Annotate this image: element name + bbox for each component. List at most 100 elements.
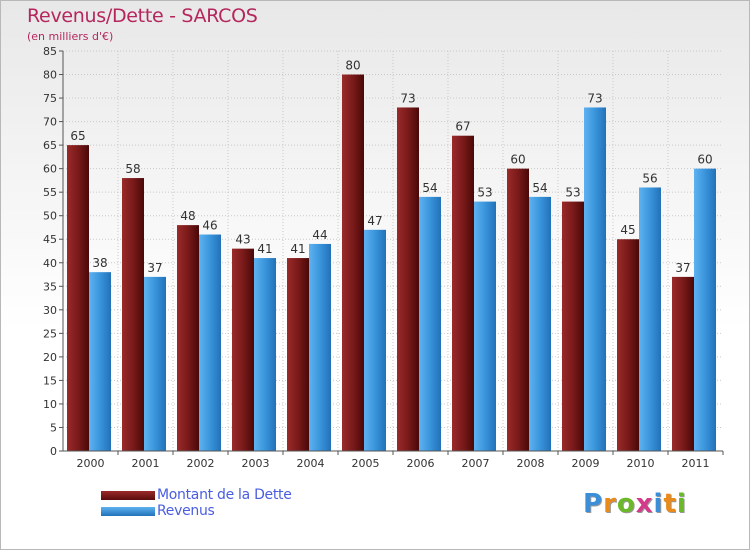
x-tick-label-2004: 2004 bbox=[297, 457, 325, 470]
y-tick-label-20: 20 bbox=[43, 351, 57, 364]
data-label-revenue-2001: 37 bbox=[147, 261, 162, 275]
axes bbox=[59, 50, 724, 455]
x-tick-label-2000: 2000 bbox=[77, 457, 105, 470]
y-tick-label-45: 45 bbox=[43, 233, 57, 246]
data-label-debt-2001: 58 bbox=[125, 162, 140, 176]
bar-revenue-2003 bbox=[254, 258, 276, 451]
y-tick-label-25: 25 bbox=[43, 327, 57, 340]
legend-item-revenue: Revenus bbox=[101, 503, 292, 519]
x-tick-label-2006: 2006 bbox=[407, 457, 435, 470]
data-label-revenue-2010: 56 bbox=[642, 171, 657, 185]
y-tick-label-55: 55 bbox=[43, 186, 57, 199]
logo-letter: i bbox=[676, 489, 687, 519]
y-tick-label-5: 5 bbox=[50, 421, 57, 434]
y-tick-label-75: 75 bbox=[43, 92, 57, 105]
data-label-debt-2007: 67 bbox=[455, 120, 470, 134]
y-tick-label-70: 70 bbox=[43, 116, 57, 129]
y-tick-label-50: 50 bbox=[43, 210, 57, 223]
legend-item-debt: Montant de la Dette bbox=[101, 487, 292, 503]
y-tick-label-15: 15 bbox=[43, 374, 57, 387]
y-tick-label-80: 80 bbox=[43, 69, 57, 82]
chart-subtitle: (en milliers d'€) bbox=[27, 30, 114, 43]
bar-revenue-2005 bbox=[364, 229, 386, 451]
bar-revenue-2009 bbox=[584, 107, 606, 452]
bar-debt-2007 bbox=[452, 135, 474, 452]
logo-letter: i bbox=[653, 489, 664, 519]
legend-label-revenue: Revenus bbox=[157, 503, 215, 519]
y-tick-label-85: 85 bbox=[43, 45, 57, 58]
chart-title: Revenus/Dette - SARCOS bbox=[27, 5, 258, 27]
bar-debt-2006 bbox=[397, 107, 419, 452]
data-label-debt-2008: 60 bbox=[510, 153, 525, 167]
bar-debt-2005 bbox=[342, 74, 364, 451]
data-label-revenue-2002: 46 bbox=[202, 219, 217, 233]
x-tick-label-2007: 2007 bbox=[462, 457, 490, 470]
x-tick-label-2005: 2005 bbox=[352, 457, 380, 470]
data-label-debt-2005: 80 bbox=[345, 59, 360, 73]
y-tick-label-35: 35 bbox=[43, 280, 57, 293]
bar-revenue-2011 bbox=[694, 168, 716, 451]
legend-label-debt: Montant de la Dette bbox=[157, 487, 292, 503]
bar-debt-2003 bbox=[232, 248, 254, 451]
logo-letter: o bbox=[616, 489, 636, 519]
x-tick-label-2008: 2008 bbox=[517, 457, 545, 470]
data-label-revenue-2011: 60 bbox=[697, 153, 712, 167]
data-label-debt-2002: 48 bbox=[180, 209, 195, 223]
x-tick-label-2011: 2011 bbox=[682, 457, 710, 470]
bar-revenue-2004 bbox=[309, 243, 331, 451]
bar-revenue-2001 bbox=[144, 276, 166, 451]
legend-swatch-debt bbox=[101, 490, 155, 500]
y-tick-label-60: 60 bbox=[43, 163, 57, 176]
bar-revenue-2007 bbox=[474, 201, 496, 451]
bar-revenue-2006 bbox=[419, 196, 441, 451]
data-label-revenue-2004: 44 bbox=[312, 228, 327, 242]
y-tick-label-10: 10 bbox=[43, 398, 57, 411]
bar-revenue-2010 bbox=[639, 187, 661, 451]
logo-letter: r bbox=[603, 489, 617, 519]
logo-letter: x bbox=[635, 489, 654, 519]
x-tick-label-2009: 2009 bbox=[572, 457, 600, 470]
data-label-debt-2010: 45 bbox=[620, 223, 635, 237]
proxiti-logo: Proxiti bbox=[583, 489, 687, 519]
y-tick-label-0: 0 bbox=[50, 445, 57, 458]
data-label-revenue-2008: 54 bbox=[532, 181, 547, 195]
y-tick-label-40: 40 bbox=[43, 257, 57, 270]
data-label-debt-2009: 53 bbox=[565, 186, 580, 200]
x-tick-label-2002: 2002 bbox=[187, 457, 215, 470]
data-label-debt-2000: 65 bbox=[70, 129, 85, 143]
data-labels: 65 38 58 37 48 46 43 41 41 44 80 47 73 54 67 53 60 54 53 73… bbox=[70, 59, 712, 275]
bar-debt-2000 bbox=[67, 145, 89, 451]
bar-debt-2002 bbox=[177, 225, 199, 451]
y-tick-label-65: 65 bbox=[43, 139, 57, 152]
data-label-revenue-2009: 73 bbox=[587, 91, 602, 105]
data-label-revenue-2005: 47 bbox=[367, 214, 382, 228]
bar-debt-2009 bbox=[562, 201, 584, 451]
y-tick-labels: 0 5 10 15 20 25 30 35 40 45 50 55 60 65 70 75 80 85 bbox=[43, 45, 57, 458]
bars bbox=[67, 74, 716, 452]
bar-debt-2001 bbox=[122, 178, 144, 451]
legend: Montant de la Dette Revenus bbox=[101, 487, 292, 519]
bar-debt-2011 bbox=[672, 276, 694, 451]
data-label-debt-2004: 41 bbox=[290, 242, 305, 256]
logo-letter: t bbox=[663, 489, 677, 519]
bar-debt-2008 bbox=[507, 168, 529, 451]
x-tick-labels: 2000 2001 2002 2003 2004 2005 2006 2007 2008 2009… bbox=[77, 457, 710, 470]
data-label-debt-2003: 43 bbox=[235, 233, 250, 247]
grid-lines bbox=[63, 50, 723, 452]
bar-debt-2004 bbox=[287, 258, 309, 451]
data-label-debt-2011: 37 bbox=[675, 261, 690, 275]
bar-revenue-2002 bbox=[199, 234, 221, 451]
data-label-debt-2006: 73 bbox=[400, 91, 415, 105]
data-label-revenue-2007: 53 bbox=[477, 186, 492, 200]
x-tick-label-2001: 2001 bbox=[132, 457, 160, 470]
x-tick-label-2003: 2003 bbox=[242, 457, 270, 470]
bar-revenue-2000 bbox=[89, 272, 111, 451]
logo-letter: P bbox=[583, 489, 604, 519]
legend-swatch-revenue bbox=[101, 506, 155, 516]
bar-debt-2010 bbox=[617, 239, 639, 451]
data-label-revenue-2000: 38 bbox=[92, 256, 107, 270]
y-tick-label-30: 30 bbox=[43, 304, 57, 317]
x-tick-label-2010: 2010 bbox=[627, 457, 655, 470]
